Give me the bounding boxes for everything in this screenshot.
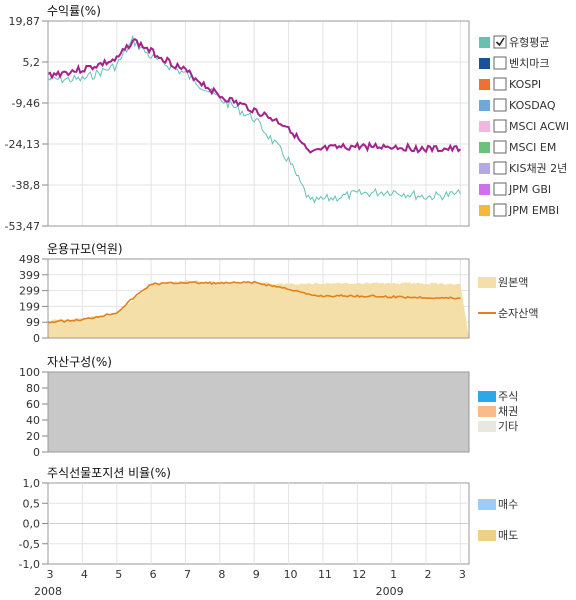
legend-checkbox xyxy=(493,77,507,91)
y-tick-label: 399 xyxy=(19,269,40,282)
y-tick-label: 5,2 xyxy=(23,56,41,69)
x-tick-label: 1 xyxy=(390,568,397,581)
x-tick-label: 2 xyxy=(425,568,432,581)
legend-swatch xyxy=(478,391,496,402)
year-label: 2009 xyxy=(376,585,404,598)
legend-swatch xyxy=(479,58,490,69)
y-tick-label: 20 xyxy=(26,430,40,443)
y-tick-label: -9,46 xyxy=(12,97,40,110)
x-tick-label: 3 xyxy=(47,568,54,581)
x-tick-label: 6 xyxy=(150,568,157,581)
plot-border xyxy=(47,258,470,339)
legend-label: JPM EMBI xyxy=(508,204,559,217)
legend-checkbox xyxy=(493,140,507,154)
series-area-기타 xyxy=(47,371,470,453)
x-tick-label: 4 xyxy=(81,568,88,581)
legend-label: KOSPI xyxy=(509,78,541,91)
legend-swatch xyxy=(478,277,496,288)
y-tick-label: -24,13 xyxy=(5,138,40,151)
x-tick-label: 7 xyxy=(184,568,191,581)
legend-label: 유형평균 xyxy=(509,36,549,49)
legend-swatch xyxy=(479,79,490,90)
y-tick-label: 199 xyxy=(19,300,40,313)
y-tick-label: 498 xyxy=(19,253,40,266)
legend-checkbox xyxy=(493,161,507,175)
x-tick-label: 12 xyxy=(352,568,366,581)
series-line-secondary xyxy=(47,34,461,204)
y-tick-label: 60 xyxy=(26,398,40,411)
legend-label: 기타 xyxy=(498,420,518,433)
legend-swatch xyxy=(478,499,496,510)
legend-label: 채권 xyxy=(498,405,518,418)
plot-area xyxy=(47,20,470,227)
legend-label: JPM GBI xyxy=(508,183,551,196)
y-tick-label: 0,5 xyxy=(23,497,41,510)
y-tick-label: -0,5 xyxy=(19,538,40,551)
y-tick-label: 80 xyxy=(26,382,40,395)
y-tick-label: 0 xyxy=(33,446,40,459)
y-tick-label: -38,8 xyxy=(12,179,40,192)
legend-swatch xyxy=(479,205,490,216)
series-line-main xyxy=(47,38,462,154)
check-icon xyxy=(495,37,505,47)
legend-swatch xyxy=(479,184,490,195)
legend-checkbox xyxy=(493,203,507,217)
legend-label: 매도 xyxy=(498,529,518,542)
legend-swatch xyxy=(479,100,490,111)
y-tick-label: 99 xyxy=(26,316,40,329)
series-line-순자산액 xyxy=(47,280,461,324)
return-panel: 수익률(%) 19,87 5,2 -9,46 -24,13 -38,8 -53,47 유형평균… xyxy=(5,4,570,233)
legend-checkbox xyxy=(493,98,507,112)
plot-border xyxy=(47,20,470,227)
legend-swatch xyxy=(478,530,496,541)
legend-checkbox xyxy=(493,182,507,196)
x-tick-label: 11 xyxy=(318,568,332,581)
legend-swatch xyxy=(478,421,496,432)
legend-checkbox xyxy=(493,119,507,133)
legend-label: 원본액 xyxy=(498,276,528,289)
panel-title: 주식선물포지션 비율(%) xyxy=(47,466,171,480)
y-tick-label: 299 xyxy=(19,285,40,298)
panel-title: 자산구성(%) xyxy=(47,355,112,369)
series-area-원본액 xyxy=(48,280,469,338)
y-tick-label: 1,0 xyxy=(23,477,41,490)
y-tick-label: -53,47 xyxy=(5,220,40,233)
panel-title: 수익률(%) xyxy=(47,4,101,18)
year-label: 2008 xyxy=(34,585,62,598)
legend-label: 벤치마크 xyxy=(509,57,549,70)
legend-label: MSCI ACWI xyxy=(509,120,569,133)
y-tick-label: 19,87 xyxy=(9,15,41,28)
x-tick-label: 5 xyxy=(115,568,122,581)
legend-checkbox xyxy=(493,35,507,49)
legend-swatch xyxy=(479,163,490,174)
legend-label: 주식 xyxy=(498,390,518,403)
y-tick-label: 0,0 xyxy=(23,518,41,531)
legend-label: 매수 xyxy=(498,498,518,511)
y-tick-label: 0 xyxy=(33,332,40,345)
x-tick-label: 3 xyxy=(459,568,466,581)
y-tick-label: -1,0 xyxy=(19,558,40,571)
legend-swatch xyxy=(478,406,496,417)
legend-label: KOSDAQ xyxy=(509,99,556,112)
legend-label: KIS채권 2년 xyxy=(509,162,567,175)
legend-label: MSCI EM xyxy=(509,141,556,154)
y-tick-label: 40 xyxy=(26,414,40,427)
x-tick-label: 8 xyxy=(218,568,225,581)
x-tick-label: 10 xyxy=(284,568,298,581)
x-tick-label: 9 xyxy=(253,568,260,581)
legend-swatch xyxy=(479,121,490,132)
legend-checkbox xyxy=(493,56,507,70)
legend-swatch xyxy=(479,37,490,48)
panel-title: 운용규모(억원) xyxy=(47,242,123,256)
y-tick-label: 100 xyxy=(19,366,40,379)
legend-label: 순자산액 xyxy=(498,307,538,320)
legend-swatch xyxy=(479,142,490,153)
